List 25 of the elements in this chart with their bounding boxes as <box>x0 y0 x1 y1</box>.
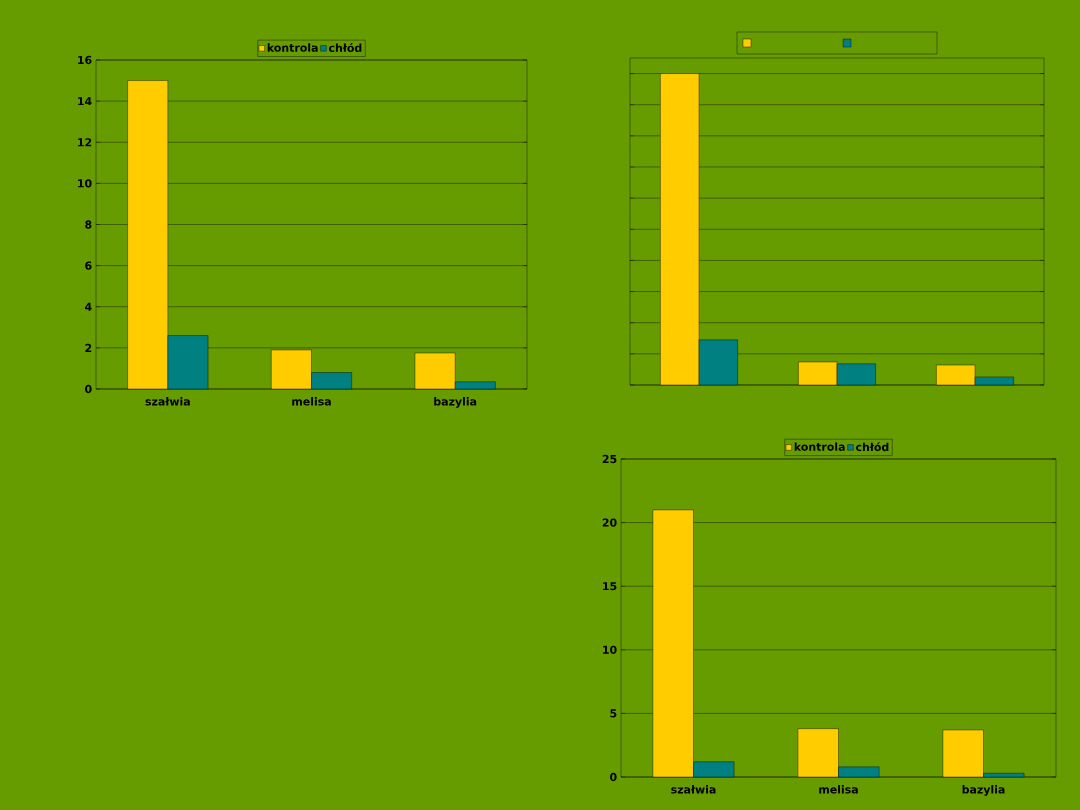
y-tick-label: 8 <box>85 220 92 229</box>
y-tick-label: 14 <box>78 97 92 106</box>
y-tick-label: 10 <box>78 179 92 188</box>
y-tick-label: 5 <box>610 709 617 718</box>
x-tick-label: bazylia <box>962 785 1005 796</box>
y-tick-label: 0 <box>85 384 92 394</box>
x-tick-label: szałwia <box>671 785 716 794</box>
y-tick-label: 16 <box>78 55 92 65</box>
legend-label: kontrola <box>794 442 845 451</box>
y-tick-label: 12 <box>78 138 92 147</box>
x-tick-label: melisa <box>292 397 331 406</box>
y-tick-label: 4 <box>85 302 92 311</box>
legend-label: chłód <box>855 442 889 452</box>
x-tick-label: melisa <box>819 785 858 794</box>
legend-label: chłód <box>328 43 362 53</box>
y-tick-label: 10 <box>603 645 617 654</box>
x-tick-label: bazylia <box>434 397 477 408</box>
y-tick-label: 6 <box>85 261 92 270</box>
y-tick-label: 0 <box>610 772 617 782</box>
legend-label: kontrola <box>267 43 318 52</box>
y-tick-label: 25 <box>602 454 617 464</box>
y-tick-label: 15 <box>603 582 617 591</box>
y-tick-label: 2 <box>85 343 92 352</box>
y-tick-label: 20 <box>602 518 617 527</box>
x-tick-label: szałwia <box>145 397 190 406</box>
